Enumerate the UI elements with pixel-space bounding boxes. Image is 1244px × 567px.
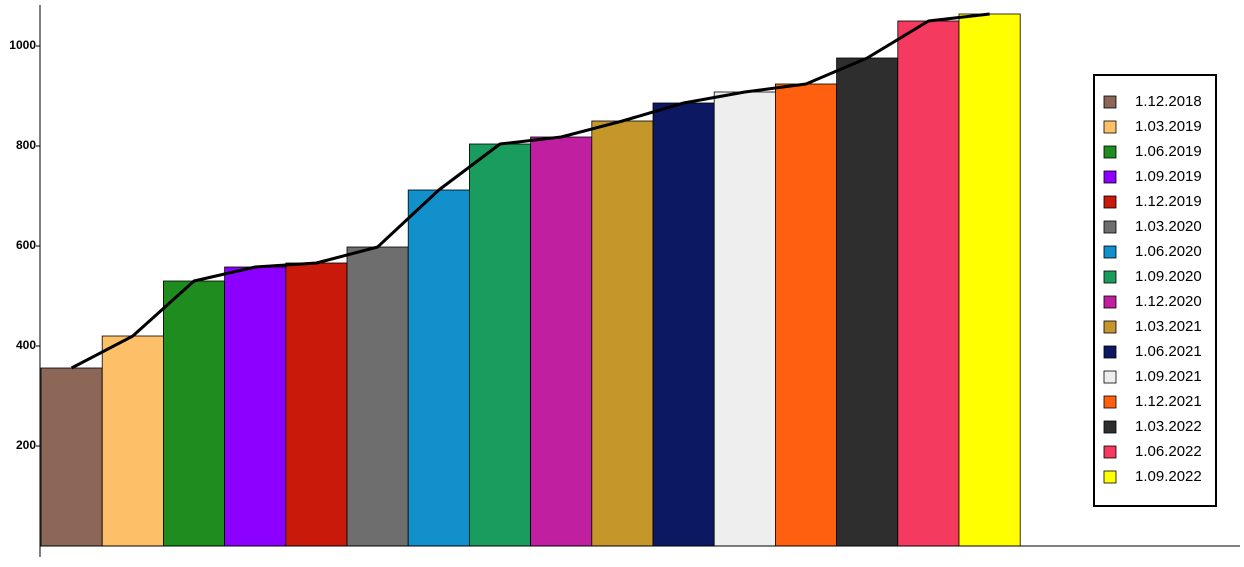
bar: [958, 13, 1021, 547]
bar: [897, 20, 960, 547]
legend-label: 1.03.2019: [1135, 118, 1202, 135]
legend: 1.12.2018 1.03.2019 1.06.2019 1.09.2019 1.12…: [1093, 74, 1217, 507]
bar: [162, 280, 225, 547]
legend-swatch: [1103, 320, 1117, 334]
legend-label: 1.03.2021: [1135, 318, 1202, 335]
bar: [713, 91, 776, 547]
legend-swatch: [1103, 395, 1117, 409]
legend-swatch: [1103, 95, 1117, 109]
legend-label: 1.03.2020: [1135, 218, 1202, 235]
trend-line: [70, 12, 990, 370]
legend-label: 1.12.2020: [1135, 293, 1202, 310]
bar: [530, 136, 593, 547]
legend-label: 1.06.2021: [1135, 343, 1202, 360]
y-tick-label: 800: [16, 138, 36, 152]
legend-label: 1.06.2020: [1135, 243, 1202, 260]
y-tick-label: 400: [16, 338, 36, 352]
legend-label: 1.03.2022: [1135, 418, 1202, 435]
bar: [407, 189, 470, 547]
legend-swatch: [1103, 295, 1117, 309]
legend-swatch: [1103, 245, 1117, 259]
legend-label: 1.12.2018: [1135, 93, 1202, 110]
legend-swatch: [1103, 145, 1117, 159]
legend-swatch: [1103, 270, 1117, 284]
legend-swatch: [1103, 445, 1117, 459]
legend-swatch: [1103, 170, 1117, 184]
bar: [224, 266, 287, 547]
y-tick-label: 200: [16, 438, 36, 452]
legend-label: 1.09.2021: [1135, 368, 1202, 385]
legend-label: 1.09.2020: [1135, 268, 1202, 285]
legend-swatch: [1103, 470, 1117, 484]
bar: [836, 57, 899, 547]
bar: [101, 335, 164, 547]
legend-swatch: [1103, 120, 1117, 134]
legend-box: [1093, 74, 1217, 507]
legend-label: 1.09.2022: [1135, 468, 1202, 485]
bar: [652, 102, 715, 547]
legend-label: 1.06.2019: [1135, 143, 1202, 160]
legend-swatch: [1103, 370, 1117, 384]
bar: [775, 83, 838, 547]
legend-label: 1.12.2021: [1135, 393, 1202, 410]
y-tick-label: 600: [16, 238, 36, 252]
legend-swatch: [1103, 420, 1117, 434]
bar: [285, 262, 348, 547]
legend-swatch: [1103, 345, 1117, 359]
legend-label: 1.09.2019: [1135, 168, 1202, 185]
legend-swatch: [1103, 195, 1117, 209]
legend-label: 1.06.2022: [1135, 443, 1202, 460]
bar: [40, 367, 103, 547]
bar: [591, 120, 654, 547]
legend-label: 1.12.2019: [1135, 193, 1202, 210]
legend-swatch: [1103, 220, 1117, 234]
bar: [346, 246, 409, 547]
bar: [468, 143, 531, 547]
y-tick-label: 1000: [9, 38, 36, 52]
